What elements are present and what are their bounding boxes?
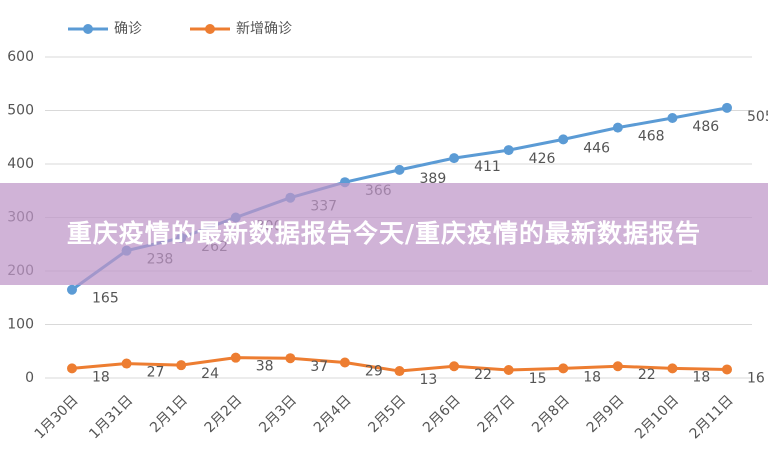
point	[394, 366, 405, 377]
point	[612, 361, 623, 372]
data-label: 468	[638, 129, 665, 145]
data-label: 389	[420, 171, 447, 187]
data-label: 426	[529, 151, 556, 167]
point	[503, 364, 514, 375]
x-tick-label: 2月3日	[256, 392, 300, 436]
point	[722, 102, 732, 113]
y-tick-label: 600	[7, 49, 34, 65]
data-label: 22	[638, 367, 656, 383]
point	[121, 358, 132, 369]
data-label: 18	[583, 369, 601, 385]
data-label: 29	[365, 363, 383, 379]
point	[449, 361, 460, 372]
data-label: 38	[256, 359, 274, 375]
data-label: 16	[747, 370, 765, 386]
point	[285, 353, 296, 364]
x-tick-label: 2月9日	[584, 392, 628, 436]
point	[67, 363, 77, 374]
data-label: 13	[420, 372, 438, 388]
data-label: 24	[201, 366, 219, 382]
point	[176, 360, 187, 371]
x-tick-label: 2月5日	[365, 392, 409, 436]
banner: 重庆疫情的最新数据报告今天/重庆疫情的最新数据报告	[0, 183, 768, 285]
point	[449, 153, 460, 164]
point	[722, 364, 732, 375]
banner-title: 重庆疫情的最新数据报告今天/重庆疫情的最新数据报告	[66, 219, 702, 248]
data-label: 446	[583, 140, 610, 156]
x-tick-label: 1月31日	[86, 392, 136, 442]
point	[558, 363, 569, 374]
y-tick-label: 0	[25, 370, 34, 386]
point	[339, 357, 350, 368]
x-tick-label: 2月11日	[687, 392, 737, 442]
x-tick-label: 1月30日	[32, 392, 82, 442]
point	[667, 363, 678, 374]
legend-marker	[83, 24, 93, 34]
y-tick-label: 500	[7, 103, 34, 119]
legend-label: 确诊	[114, 21, 142, 37]
data-label: 18	[92, 369, 110, 385]
x-tick-label: 2月8日	[529, 392, 573, 436]
point	[394, 164, 405, 175]
point	[67, 284, 77, 295]
point	[667, 112, 678, 123]
legend-marker	[205, 24, 215, 34]
data-label: 22	[474, 367, 492, 383]
y-tick-label: 400	[7, 156, 34, 172]
x-tick-label: 2月7日	[475, 392, 519, 436]
point	[503, 145, 514, 156]
data-label: 486	[692, 119, 719, 135]
data-label: 505	[747, 109, 768, 125]
x-tick-label: 2月4日	[311, 392, 355, 436]
x-tick-label: 2月1日	[147, 392, 191, 436]
point	[558, 134, 569, 145]
data-label: 15	[529, 371, 547, 387]
data-label: 27	[147, 365, 165, 381]
data-label: 411	[474, 159, 501, 175]
point	[612, 122, 623, 133]
x-tick-label: 2月6日	[420, 392, 464, 436]
x-tick-label: 2月2日	[202, 392, 246, 436]
data-label: 37	[310, 359, 328, 375]
x-tick-label: 2月10日	[632, 392, 682, 442]
data-label: 18	[692, 369, 710, 385]
legend-label: 新增确诊	[236, 21, 292, 37]
point	[230, 352, 241, 363]
y-tick-label: 100	[7, 317, 34, 333]
data-label: 165	[92, 291, 119, 307]
